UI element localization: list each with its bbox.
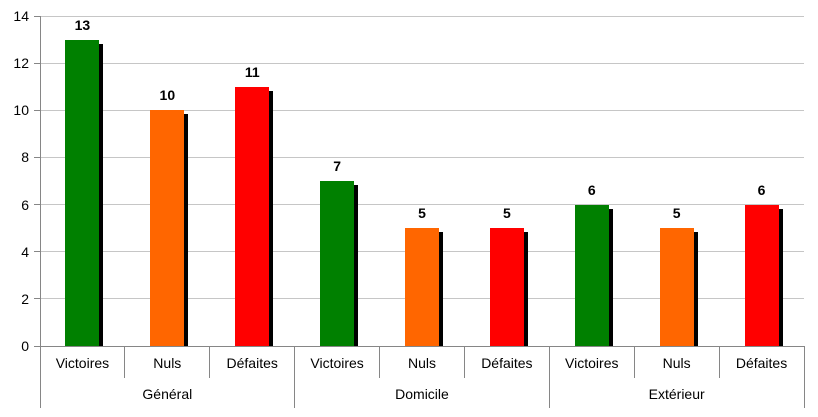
bar-value-label: 7 [333,158,341,174]
bar-value-label: 13 [74,16,91,33]
y-axis-tick [34,109,40,111]
y-axis-tick-label: 8 [21,149,29,166]
gridline [40,156,804,158]
category-divider [379,346,381,378]
bar-shadow [184,114,189,346]
y-axis-tick [34,298,40,300]
y-axis-tick [34,62,40,64]
bar-shadow [439,232,443,346]
category-label: Victoires [55,355,110,371]
gridline [40,109,804,111]
bar-value-label: 10 [159,87,176,104]
bar [150,110,185,346]
bar [744,204,779,346]
y-axis-tick-label: 6 [21,196,29,213]
category-label: Défaites [226,355,278,371]
group-divider [294,346,296,408]
group-label: Domicile [395,386,449,402]
category-divider [718,346,720,378]
group-label: Extérieur [648,386,705,402]
y-axis-tick [34,251,40,253]
bar-shadow [354,185,359,346]
category-label: Nuls [153,355,182,371]
bar-value-label: 6 [757,181,766,198]
bar-shadow [778,208,783,346]
bar-value-label: 11 [244,63,260,80]
y-axis-line [39,16,41,408]
group-label: Général [142,386,193,402]
bar-value-label: 5 [502,205,511,222]
y-axis-tick-label: 14 [13,8,29,24]
bar-value-label: 5 [418,205,426,222]
y-axis-tick-label: 10 [13,102,29,119]
gridline [40,15,804,17]
y-axis-tick-label: 2 [21,290,29,307]
bar-shadow [608,208,613,346]
x-axis-line [40,345,804,347]
y-axis-tick [34,204,40,206]
bar-value-label: 5 [672,205,681,222]
category-divider [463,346,465,378]
bar [574,204,609,346]
y-axis-tick-label: 12 [13,55,29,72]
y-axis-tick [34,15,40,17]
bar-shadow [269,90,274,346]
y-axis-tick [34,156,40,158]
category-label: Nuls [407,355,436,371]
y-axis-tick [34,345,40,347]
bar [65,39,100,346]
bar [659,228,694,346]
category-label: Victoires [565,355,619,371]
category-divider [209,346,211,378]
bar-shadow [523,232,528,346]
bar-value-label: 6 [587,181,596,198]
group-divider [548,346,550,408]
bar-shadow [693,232,698,346]
bar [405,228,439,346]
category-divider [124,346,126,378]
category-label: Défaites [481,355,533,371]
y-axis-tick-label: 0 [21,338,29,354]
category-label: Défaites [735,355,788,371]
y-axis-tick-label: 4 [21,243,29,260]
bar [235,86,270,346]
category-divider [633,346,635,378]
gridline [40,204,804,206]
gridline [40,62,804,64]
bar-shadow [99,43,104,346]
category-label: Victoires [310,355,364,371]
category-label: Nuls [662,355,691,371]
bar [320,181,355,346]
group-divider [803,346,805,408]
bar [489,228,524,346]
